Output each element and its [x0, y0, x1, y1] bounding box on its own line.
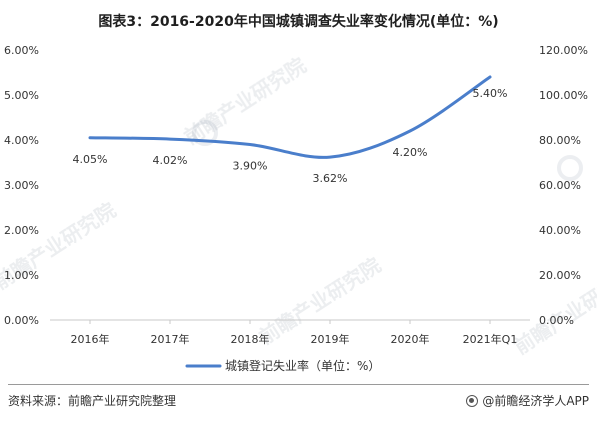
- brand-credit: @前瞻经济学人APP: [466, 392, 589, 409]
- x-tick-label: 2017年: [151, 332, 190, 346]
- y-left-tick-label: 3.00%: [4, 179, 39, 192]
- data-label: 5.40%: [473, 87, 508, 100]
- series-line: [88, 75, 492, 159]
- x-tick-label: 2016年: [71, 332, 110, 346]
- data-labels: 4.05% 4.02% 3.90% 3.62% 4.20% 5.40%: [73, 87, 508, 185]
- y-left-tick-label: 2.00%: [4, 224, 39, 237]
- x-tick-label: 2019年: [311, 332, 350, 346]
- y-left-tick-label: 1.00%: [4, 269, 39, 282]
- data-label: 3.62%: [313, 172, 348, 185]
- brand-text: @前瞻经济学人APP: [482, 394, 589, 408]
- data-label: 4.05%: [73, 153, 108, 166]
- data-label: 4.20%: [393, 146, 428, 159]
- x-axis: 2016年 2017年 2018年 2019年 2020年 2021年Q1: [71, 320, 518, 346]
- y-right-tick-label: 120.00%: [539, 44, 588, 57]
- chart-title: 图表3：2016-2020年中国城镇调查失业率变化情况(单位：%): [98, 14, 499, 30]
- y-left-tick-label: 5.00%: [4, 89, 39, 102]
- legend: 城镇登记失业率（单位：%）: [185, 358, 380, 373]
- y-right-tick-label: 40.00%: [539, 224, 581, 237]
- y-right-tick-label: 0.00%: [539, 314, 574, 327]
- watermark-logos: [192, 120, 583, 181]
- source-note: 资料来源：前瞻产业研究院整理: [8, 394, 177, 408]
- watermark-logo: [557, 155, 583, 181]
- x-tick-label: 2020年: [391, 332, 430, 346]
- data-label: 4.02%: [153, 154, 188, 167]
- y-right-tick-label: 80.00%: [539, 134, 581, 147]
- watermark-text: 前瞻产业研究院: [180, 53, 310, 149]
- legend-label: 城镇登记失业率（单位：%）: [225, 358, 380, 373]
- y-axis-right: 0.00% 20.00% 40.00% 60.00% 80.00% 100.00% 120.…: [539, 44, 588, 327]
- brand-logo-icon: [466, 394, 479, 407]
- watermark-logo: [192, 120, 218, 146]
- y-axis-left: 0.00% 1.00% 2.00% 3.00% 4.00% 5.00% 6.00%: [4, 44, 39, 327]
- x-tick-label: 2021年Q1: [463, 332, 518, 346]
- data-label: 3.90%: [233, 160, 268, 173]
- y-left-tick-label: 0.00%: [4, 314, 39, 327]
- footer-divider: [8, 384, 589, 385]
- y-right-tick-label: 100.00%: [539, 89, 588, 102]
- y-right-tick-label: 20.00%: [539, 269, 581, 282]
- y-right-tick-label: 60.00%: [539, 179, 581, 192]
- y-left-tick-label: 4.00%: [4, 134, 39, 147]
- x-tick-label: 2018年: [231, 332, 270, 346]
- y-left-tick-label: 6.00%: [4, 44, 39, 57]
